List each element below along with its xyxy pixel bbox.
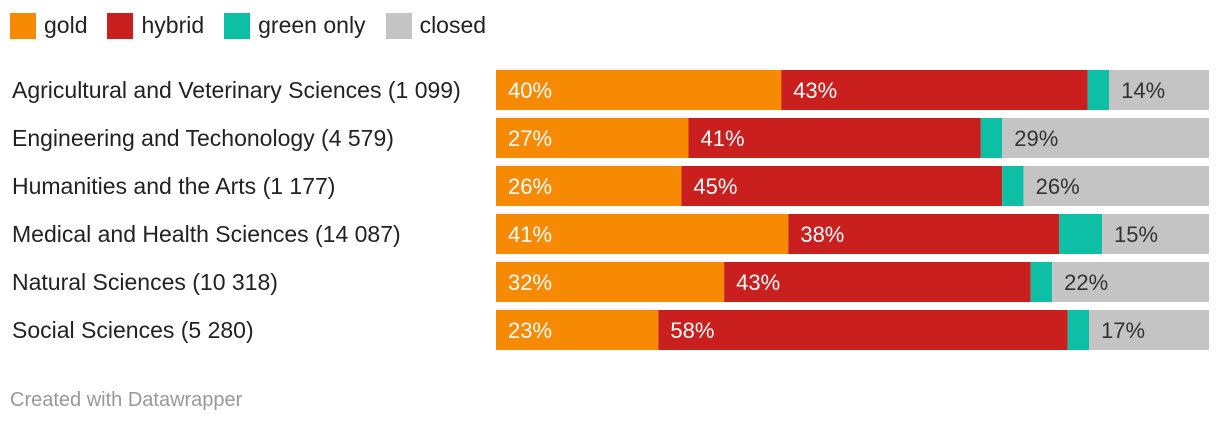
bar-green-only-5: [1067, 310, 1089, 350]
bar-green-only-0: [1087, 70, 1110, 110]
legend-item-gold: gold: [10, 12, 87, 39]
bar-green-only-2: [1002, 166, 1024, 206]
data-label-hybrid-2: 45%: [693, 174, 737, 199]
data-label-gold-4: 32%: [508, 270, 552, 295]
bar-gold-1: [496, 118, 689, 158]
category-label-agricultural-and-veterinary-sciences-1-099: Agricultural and Veterinary Sciences (1 …: [12, 77, 461, 103]
bar-green-only-1: [980, 118, 1003, 158]
data-label-gold-0: 40%: [508, 78, 552, 103]
legend-item-hybrid: hybrid: [107, 12, 204, 39]
bar-gold-2: [496, 166, 682, 206]
bar-hybrid-4: [724, 262, 1031, 302]
data-label-closed-0: 14%: [1121, 78, 1165, 103]
legend-item-closed: closed: [385, 12, 487, 39]
category-label-engineering-and-techonology-4-579: Engineering and Techonology (4 579): [12, 125, 394, 151]
legend-swatch-gold: [10, 12, 36, 39]
legend-swatch-hybrid: [107, 12, 134, 39]
bar-green-only-4: [1030, 262, 1053, 302]
legend-swatch-green-only: [224, 12, 251, 39]
legend-item-green-only: green only: [224, 12, 366, 39]
category-label-social-sciences-5-280: Social Sciences (5 280): [12, 317, 254, 343]
bar-closed-5: [1088, 310, 1209, 350]
bar-gold-4: [496, 262, 725, 302]
data-label-gold-1: 27%: [508, 126, 552, 151]
bar-closed-1: [1002, 118, 1209, 158]
data-label-closed-4: 22%: [1064, 270, 1108, 295]
bar-gold-3: [496, 214, 789, 254]
legend-label-hybrid: hybrid: [141, 12, 205, 38]
data-label-hybrid-4: 43%: [736, 270, 780, 295]
data-label-gold-2: 26%: [508, 174, 552, 199]
bar-green-only-3: [1059, 214, 1103, 254]
legend-label-green-only: green only: [258, 12, 366, 38]
data-label-gold-5: 23%: [508, 318, 552, 343]
data-label-hybrid-0: 43%: [793, 78, 837, 103]
legend-label-closed: closed: [419, 12, 487, 38]
bar-closed-4: [1052, 262, 1209, 302]
data-label-hybrid-3: 38%: [800, 222, 844, 247]
bar-hybrid-3: [788, 214, 1060, 254]
data-label-hybrid-5: 58%: [670, 318, 714, 343]
legend-label-gold: gold: [44, 12, 88, 38]
category-label-medical-and-health-sciences-14-087: Medical and Health Sciences (14 087): [12, 221, 401, 247]
data-label-closed-5: 17%: [1101, 318, 1145, 343]
data-label-closed-3: 15%: [1114, 222, 1158, 247]
bar-closed-0: [1109, 70, 1209, 110]
legend-swatch-closed: [385, 12, 412, 39]
category-label-humanities-and-the-arts-1-177: Humanities and the Arts (1 177): [12, 173, 335, 199]
data-label-closed-2: 26%: [1036, 174, 1080, 199]
bar-closed-2: [1023, 166, 1209, 206]
data-label-gold-3: 41%: [508, 222, 552, 247]
bar-hybrid-2: [681, 166, 1003, 206]
footer-credit: Created with Datawrapper: [10, 389, 243, 411]
chart-legend: gold hybrid green only closed: [10, 12, 506, 39]
data-label-hybrid-1: 41%: [701, 126, 745, 151]
bar-hybrid-0: [781, 70, 1088, 110]
data-label-closed-1: 29%: [1014, 126, 1058, 151]
bar-hybrid-1: [688, 118, 981, 158]
bar-gold-0: [496, 70, 782, 110]
category-label-natural-sciences-10-318: Natural Sciences (10 318): [12, 269, 278, 295]
bar-gold-5: [496, 310, 659, 350]
bar-closed-3: [1102, 214, 1209, 254]
bar-hybrid-5: [658, 310, 1068, 350]
